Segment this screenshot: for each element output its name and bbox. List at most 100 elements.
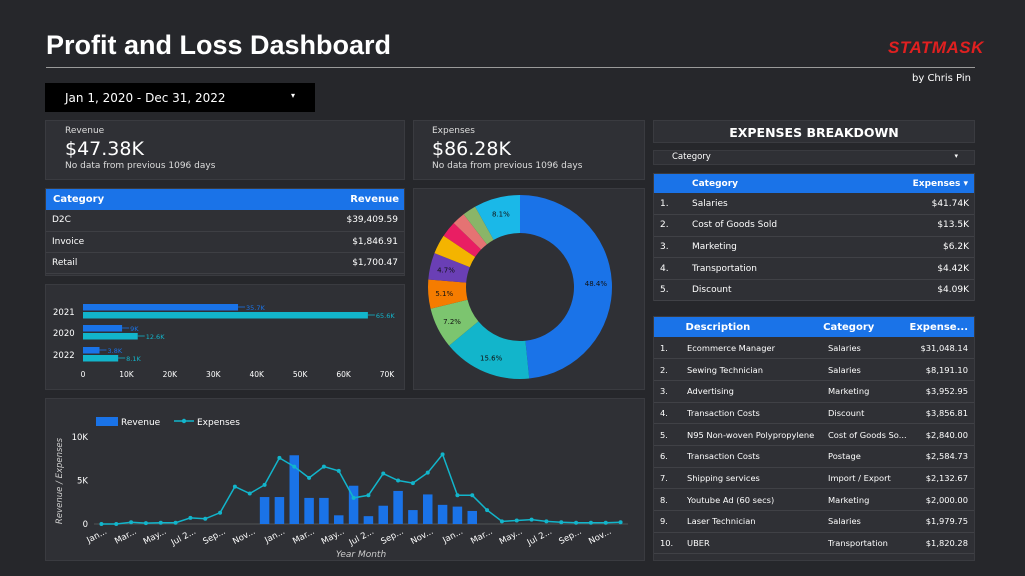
- category-filter[interactable]: Category ▾: [653, 150, 975, 165]
- bar: [83, 304, 239, 311]
- row-description: UBER: [687, 532, 828, 555]
- row-expense: $31,048.14: [916, 337, 974, 360]
- expenses-point: [529, 517, 534, 522]
- bar: [83, 333, 138, 340]
- revenue-bar: [259, 497, 270, 524]
- row-expenses: $41.74K: [880, 193, 974, 216]
- row-expense: $2,132.67: [916, 467, 974, 490]
- row-category: Salaries: [692, 193, 881, 216]
- row-rank: 2.: [654, 358, 687, 381]
- x-tick-label: Sep...: [201, 527, 227, 547]
- yearly-bar-chart: 2021 35.7K 65.6K 2020 9K 12.6K 2022 3.8K8.1K 0 10…: [53, 304, 395, 379]
- row-description: Sewing Technician: [687, 358, 828, 381]
- x-tick-label: Sep...: [379, 527, 405, 547]
- expenses-point: [425, 470, 430, 475]
- x-tick-label: Sep...: [557, 527, 583, 547]
- date-range-picker[interactable]: Jan 1, 2020 - Dec 31, 2022 ▾: [45, 83, 315, 112]
- date-range-value: Jan 1, 2020 - Dec 31, 2022: [65, 91, 226, 105]
- col-header-description[interactable]: Description: [685, 321, 751, 333]
- expenses-point: [351, 495, 356, 500]
- row-expense: $2,000.00: [916, 488, 974, 511]
- expense-donut-panel: 48.4% 15.6% 7.2% 5.1% 4.7% 8.1%: [413, 188, 645, 390]
- expenses-point: [158, 520, 163, 525]
- x-tick-label: May...: [142, 527, 168, 547]
- revenue-bar: [334, 515, 344, 524]
- row-description: Ecommerce Manager: [687, 337, 828, 360]
- donut-slice: [463, 206, 494, 245]
- row-expense: $2,584.73: [916, 445, 974, 468]
- chevron-down-icon: ▾: [954, 152, 958, 160]
- bar-data-label: 9K: [130, 325, 139, 333]
- col-header-category[interactable]: Category: [692, 178, 739, 189]
- table-row: 7. Shipping services Import / Export $2,132…: [654, 467, 974, 490]
- row-rank: 1.: [654, 337, 687, 360]
- legend-revenue-swatch: [96, 417, 118, 426]
- revenue-bar: [423, 494, 433, 524]
- x-tick-label: Jul 2...: [169, 527, 198, 549]
- row-description: Transaction Costs: [687, 445, 828, 468]
- revenue-bar: [274, 497, 285, 524]
- row-category: D2C: [46, 210, 228, 232]
- donut-slice: [520, 195, 613, 379]
- expenses-point: [292, 464, 297, 469]
- table-row: 9. Laser Technician Salaries $1,979.75: [654, 510, 974, 533]
- row-rank: 8.: [654, 488, 687, 511]
- slice-label: 15.6%: [480, 354, 503, 362]
- table-row: Retail $1,700.47: [46, 252, 404, 274]
- bar-category-label: 2020: [53, 329, 75, 339]
- expense-category-table: Category Expenses ▾ 1. Salaries $41.74K 2. C…: [653, 173, 975, 302]
- expenses-point: [588, 520, 593, 525]
- revenue-bar: [408, 510, 418, 524]
- x-tick-label: 40K: [249, 370, 265, 379]
- x-tick-label: May...: [498, 527, 524, 547]
- expenses-point: [544, 519, 549, 524]
- expenses-point: [440, 452, 445, 457]
- expenses-point: [247, 491, 252, 496]
- y-axis-title: Revenue / Expenses: [55, 437, 65, 524]
- x-tick-label: Nov...: [409, 527, 435, 547]
- expenses-scorecard: Expenses $86.28K No data from previous 1…: [413, 120, 645, 180]
- expenses-point: [396, 478, 401, 483]
- bar: [83, 355, 119, 362]
- slice-label: 4.7%: [437, 267, 455, 275]
- col-header-expenses[interactable]: Expenses ▾: [912, 178, 968, 189]
- row-expense: $2,840.00: [916, 423, 974, 446]
- row-rank: 1.: [654, 193, 692, 216]
- donut-slice: [428, 279, 468, 309]
- table-row: 2. Cost of Goods Sold $13.5K: [654, 214, 974, 237]
- row-expense: $3,856.81: [916, 402, 974, 425]
- row-category: Discount: [692, 279, 881, 302]
- row-expenses: $4.09K: [880, 279, 974, 302]
- row-description: Transaction Costs: [687, 402, 828, 425]
- bar: [83, 347, 100, 354]
- col-header-revenue[interactable]: Revenue: [350, 194, 399, 205]
- x-tick-label: Nov...: [587, 527, 613, 547]
- table-row: 4. Transaction Costs Discount $3,856.81: [654, 402, 974, 425]
- expenses-point: [232, 484, 237, 489]
- row-revenue: $1,700.47: [227, 252, 404, 274]
- expenses-point: [618, 520, 623, 525]
- row-description: N95 Non-woven Polypropylene: [687, 423, 828, 446]
- revenue-scorecard: Revenue $47.38K No data from previous 10…: [45, 120, 405, 180]
- expenses-point: [366, 493, 371, 498]
- row-rank: 5.: [654, 279, 692, 302]
- table-row: D2C $39,409.59: [46, 210, 404, 232]
- donut-slice: [475, 195, 520, 240]
- col-header-expense[interactable]: Expense...: [909, 321, 968, 333]
- row-expenses: $13.5K: [880, 214, 974, 237]
- revenue-bar: [467, 510, 477, 524]
- col-header-category[interactable]: Category: [823, 321, 875, 333]
- row-description: Youtube Ad (60 secs): [687, 488, 828, 511]
- col-header-category[interactable]: Category: [53, 194, 105, 205]
- expenses-point: [99, 522, 104, 526]
- bar-data-label: 3.8K: [108, 347, 123, 355]
- x-tick-label: Mar...: [469, 527, 494, 547]
- row-revenue: $1,846.91: [227, 231, 404, 253]
- expenses-point: [410, 481, 415, 486]
- x-tick-label: Jan...: [85, 527, 109, 546]
- bar-category-label: 2021: [53, 308, 75, 318]
- row-category: Salaries: [828, 358, 916, 381]
- x-tick-label: 30K: [206, 370, 222, 379]
- row-rank: 4.: [654, 257, 692, 280]
- revenue-value: $47.38K: [65, 138, 144, 160]
